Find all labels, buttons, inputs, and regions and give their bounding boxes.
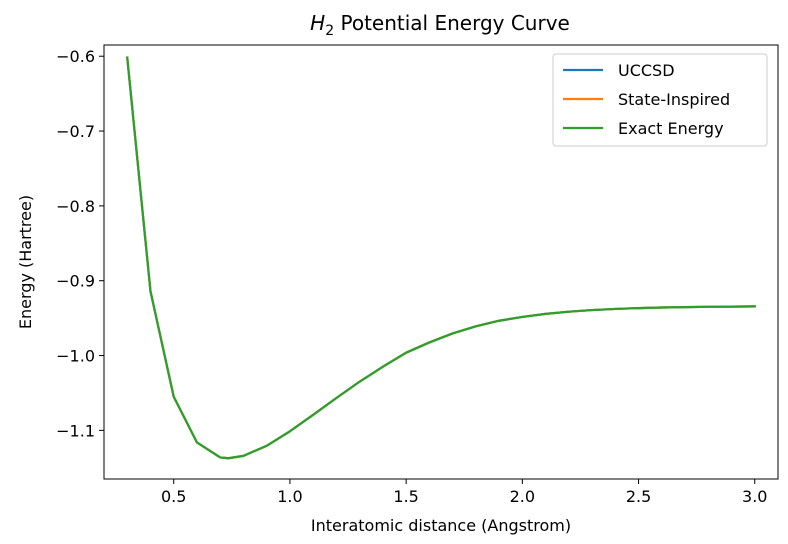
x-tick-label: 3.0 xyxy=(742,487,767,506)
y-axis: −1.1 −1.0 −0.9 −0.8 −0.7 −0.6 xyxy=(56,47,104,440)
x-tick-label: 0.5 xyxy=(161,487,186,506)
x-tick-label: 2.5 xyxy=(626,487,651,506)
legend-label: Exact Energy xyxy=(618,119,724,138)
x-axis-label: Interatomic distance (Angstrom) xyxy=(311,516,571,535)
y-axis-label: Energy (Hartree) xyxy=(16,195,35,329)
legend-box xyxy=(552,53,768,147)
plot-frame xyxy=(103,44,779,480)
legend-label: UCCSD xyxy=(618,61,675,80)
y-tick-label: −1.1 xyxy=(56,421,95,440)
y-tick-label: −0.6 xyxy=(56,47,95,66)
x-tick-label: 2.0 xyxy=(510,487,535,506)
chart-title-subscript: 2 xyxy=(325,23,334,39)
series-lines xyxy=(126,56,756,460)
chart-title: H2 Potential Energy Curve xyxy=(310,11,570,39)
x-tick-label: 1.5 xyxy=(393,487,418,506)
x-tick-label: 1.0 xyxy=(277,487,302,506)
y-tick-label: −0.9 xyxy=(56,272,95,291)
chart-title-rest: Potential Energy Curve xyxy=(334,11,570,35)
series-line-exact-energy xyxy=(126,56,756,460)
y-tick-label: −0.8 xyxy=(56,197,95,216)
y-tick-label: −1.0 xyxy=(56,347,95,366)
y-tick-label: −0.7 xyxy=(56,122,95,141)
x-axis: 0.5 1.0 1.5 2.0 2.5 3.0 xyxy=(161,479,767,506)
legend-label: State-Inspired xyxy=(618,90,730,109)
chart-title-main: H xyxy=(310,11,325,35)
legend: UCCSD State-Inspired Exact Energy xyxy=(552,53,768,147)
